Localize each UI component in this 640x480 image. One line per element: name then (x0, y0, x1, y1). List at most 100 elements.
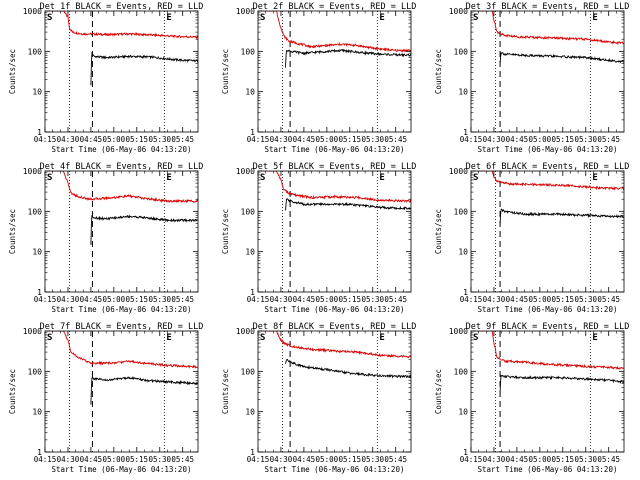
x-tick-label: 05:15 (126, 135, 149, 144)
start-flag: S (473, 173, 478, 183)
y-tick-label: 10 (458, 88, 468, 97)
x-tick-label: 05:45 (597, 295, 620, 304)
plot-frame (257, 170, 412, 293)
y-tick-label: 100 (28, 47, 43, 56)
series-events-line (90, 375, 198, 405)
end-flag: E (166, 13, 171, 23)
panel-4: Det 4f BLACK = Events, RED = LLD 1 10 100 10… (8, 162, 203, 314)
x-tick-label: 04:15 (460, 135, 483, 144)
panel-title: Det 4f BLACK = Events, RED = LLD (40, 162, 204, 172)
x-tick-label: 05:45 (384, 455, 407, 464)
x-tick-label: 04:45 (293, 295, 316, 304)
y-axis-label: Counts/sec (8, 49, 17, 94)
y-axis-label: Counts/sec (8, 209, 17, 254)
y-tick-label: 100 (241, 367, 256, 376)
x-tick-label: 05:45 (597, 135, 620, 144)
series-lld-line (471, 171, 624, 191)
start-flag: S (473, 333, 478, 343)
start-flag: S (47, 333, 52, 343)
y-tick-label: 1 (463, 288, 468, 297)
series-lld-line (258, 11, 411, 53)
y-tick-label: 1 (250, 128, 255, 137)
series-events-line (499, 208, 624, 225)
plot-frame (470, 170, 625, 293)
x-tick-label: 05:30 (148, 295, 171, 304)
end-flag: E (379, 333, 384, 343)
x-tick-label: 05:00 (103, 135, 126, 144)
y-tick-label: 1000 (23, 167, 42, 176)
x-tick-label: 04:30 (270, 135, 293, 144)
y-tick-label: 1 (463, 448, 468, 457)
end-flag: E (592, 13, 597, 23)
x-tick-label: 05:30 (574, 295, 597, 304)
x-tick-label: 05:15 (339, 295, 362, 304)
x-tick-label: 05:15 (339, 455, 362, 464)
y-tick-label: 1 (37, 128, 42, 137)
x-tick-label: 05:30 (361, 295, 384, 304)
y-tick-label: 1000 (236, 327, 255, 336)
y-axis-label: Counts/sec (434, 49, 443, 94)
x-tick-label: 04:30 (57, 295, 80, 304)
x-tick-label: 05:00 (316, 135, 339, 144)
panel-title: Det 9f BLACK = Events, RED = LLD (466, 322, 630, 332)
x-tick-label: 04:30 (483, 135, 506, 144)
x-tick-label: 04:15 (247, 455, 270, 464)
x-tick-label: 04:45 (293, 135, 316, 144)
series-lld-line (45, 331, 198, 369)
x-tick-label: 04:45 (506, 295, 529, 304)
x-axis-label: Start Time (06-May-06 04:13:20) (265, 465, 405, 474)
series-events-line (499, 374, 624, 393)
y-tick-label: 1000 (449, 167, 468, 176)
end-flag: E (166, 173, 171, 183)
x-tick-label: 04:15 (34, 295, 57, 304)
y-tick-label: 1 (37, 288, 42, 297)
panel-3: Det 3f BLACK = Events, RED = LLD 1 10 100 10… (434, 2, 629, 154)
y-tick-label: 1000 (449, 7, 468, 16)
panel-title: Det 7f BLACK = Events, RED = LLD (40, 322, 204, 332)
panel-6: Det 6f BLACK = Events, RED = LLD 1 10 100 10… (434, 162, 629, 314)
x-tick-label: 05:00 (529, 295, 552, 304)
y-tick-label: 1 (250, 448, 255, 457)
plot-frame (257, 330, 412, 453)
x-tick-label: 05:00 (103, 295, 126, 304)
panel-title: Det 3f BLACK = Events, RED = LLD (466, 2, 630, 12)
y-tick-label: 1000 (23, 327, 42, 336)
x-tick-label: 04:30 (483, 295, 506, 304)
x-tick-label: 05:30 (574, 135, 597, 144)
end-flag: E (379, 13, 384, 23)
x-axis-label: Start Time (06-May-06 04:13:20) (478, 305, 618, 314)
y-tick-label: 100 (454, 367, 469, 376)
x-tick-label: 04:30 (483, 455, 506, 464)
x-tick-label: 05:30 (361, 135, 384, 144)
plot-frame (470, 10, 625, 133)
panel-title: Det 1f BLACK = Events, RED = LLD (40, 2, 204, 12)
x-tick-label: 04:15 (34, 135, 57, 144)
y-tick-label: 10 (245, 408, 255, 417)
panel-7: Det 7f BLACK = Events, RED = LLD 1 10 100 10… (8, 322, 203, 474)
y-tick-label: 1000 (449, 327, 468, 336)
end-flag: E (166, 333, 171, 343)
x-tick-label: 05:00 (316, 455, 339, 464)
x-tick-label: 04:15 (247, 295, 270, 304)
x-tick-label: 05:30 (148, 135, 171, 144)
start-flag: S (47, 13, 52, 23)
x-tick-label: 05:30 (148, 455, 171, 464)
plot-frame (44, 10, 199, 133)
panel-2: Det 2f BLACK = Events, RED = LLD 1 10 100 10… (221, 2, 416, 154)
plot-frame (44, 330, 199, 453)
x-tick-label: 05:00 (316, 295, 339, 304)
y-tick-label: 1000 (23, 7, 42, 16)
x-tick-label: 05:15 (126, 455, 149, 464)
start-flag: S (260, 333, 265, 343)
x-tick-label: 05:15 (552, 455, 575, 464)
x-tick-label: 04:30 (57, 455, 80, 464)
x-tick-label: 05:00 (529, 135, 552, 144)
plot-frame (470, 330, 625, 453)
series-lld-line (471, 331, 624, 370)
x-tick-label: 04:15 (34, 455, 57, 464)
y-tick-label: 100 (28, 207, 43, 216)
panel-9: Det 9f BLACK = Events, RED = LLD 1 10 100 10… (434, 322, 629, 474)
y-tick-label: 100 (241, 207, 256, 216)
x-tick-label: 04:45 (80, 295, 103, 304)
